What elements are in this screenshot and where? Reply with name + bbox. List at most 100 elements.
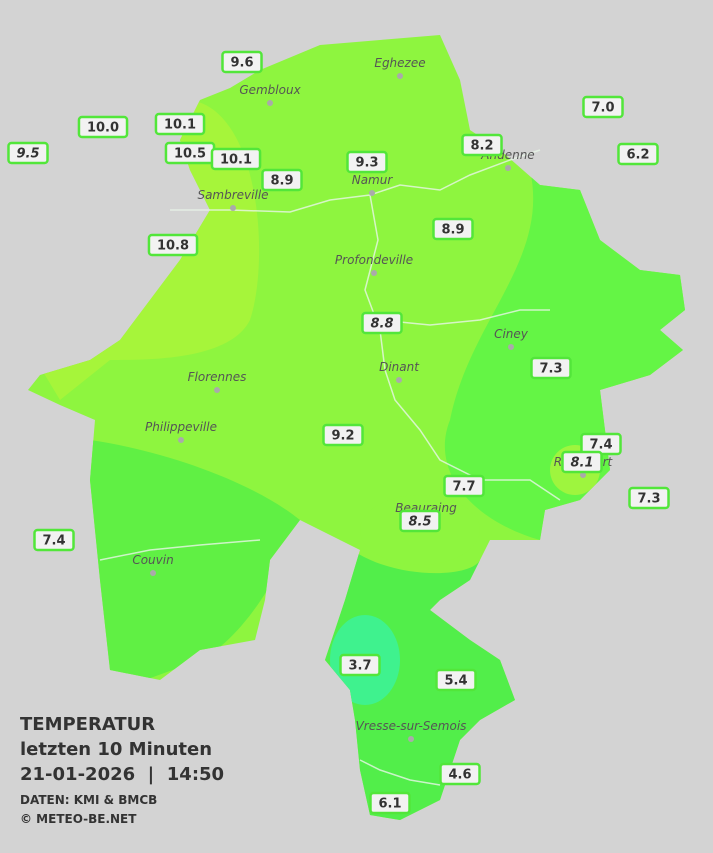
station-box	[154, 112, 206, 136]
city-label: Eghezee	[374, 56, 425, 70]
station-box	[443, 474, 485, 498]
station-value: 7.3	[539, 362, 562, 377]
station-value: 10.0	[87, 121, 119, 136]
heading: TEMPERATUR	[20, 714, 155, 735]
city-dot	[178, 437, 184, 443]
station: 8.1	[561, 450, 603, 474]
station-value: 9.3	[355, 156, 378, 171]
copyright: © METEO-BE.NET	[20, 812, 137, 826]
station-box	[435, 668, 477, 692]
station-value: 8.5	[408, 515, 431, 530]
station-value: 9.5	[16, 147, 39, 162]
station-box	[361, 311, 403, 335]
station: 8.2	[461, 133, 503, 157]
station: 7.3	[628, 486, 670, 510]
station-box	[339, 653, 381, 677]
city-dot	[369, 190, 375, 196]
station-box	[33, 528, 75, 552]
station-box	[530, 356, 572, 380]
station: 3.7	[339, 653, 381, 677]
station: 10.8	[147, 233, 199, 257]
city-dot	[408, 736, 414, 742]
station-value: 10.8	[157, 239, 189, 254]
rivers	[99, 149, 561, 786]
station-value: 7.4	[42, 534, 65, 549]
station-box	[147, 233, 199, 257]
city-label: Gembloux	[239, 83, 301, 97]
station-value: 7.3	[637, 492, 660, 507]
station-value: 6.1	[378, 797, 401, 812]
city-label: Vresse-sur-Semois	[356, 719, 467, 733]
stations: 9.6 10.0 10.1 9.5 10.5 10.1 8.9 9.3 8.2 7.0 6.2 10.…	[7, 50, 670, 815]
city-dot	[371, 270, 377, 276]
city-dot	[505, 165, 511, 171]
station-box	[582, 95, 624, 119]
city-dot	[397, 73, 403, 79]
city-label: Dinant	[379, 360, 420, 374]
station: 9.5	[7, 141, 49, 165]
station: 8.9	[432, 217, 474, 241]
station-value: 9.2	[331, 429, 354, 444]
city-dot	[214, 387, 220, 393]
station-value: 7.0	[591, 101, 614, 116]
station: 7.0	[582, 95, 624, 119]
city-label: Namur	[352, 173, 394, 187]
station: 4.6	[439, 762, 481, 786]
station: 10.1	[210, 147, 262, 171]
station-box	[399, 509, 441, 533]
station-box	[439, 762, 481, 786]
station-value: 10.5	[174, 147, 206, 162]
station: 10.1	[154, 112, 206, 136]
station-value: 8.9	[441, 223, 464, 238]
station: 6.1	[369, 791, 411, 815]
station: 8.9	[261, 168, 303, 192]
source: DATEN: KMI & BMCB	[20, 793, 157, 807]
station-value: 8.8	[370, 317, 393, 332]
station-box	[221, 50, 263, 74]
station-value: 6.2	[626, 148, 649, 163]
legend-block: TEMPERATUR letzten 10 Minuten 21-01-2026…	[20, 714, 224, 826]
station-box	[369, 791, 411, 815]
city-label: Florennes	[188, 370, 247, 384]
station-value: 8.2	[470, 139, 493, 154]
city-dot	[580, 472, 586, 478]
station-box	[7, 141, 49, 165]
city-label: Philippeville	[145, 420, 217, 434]
city-dot	[396, 377, 402, 383]
city-label: Couvin	[132, 553, 173, 567]
station-box	[322, 423, 364, 447]
station: 6.2	[617, 142, 659, 166]
city-dot	[230, 205, 236, 211]
station: 7.4	[33, 528, 75, 552]
period: letzten 10 Minuten	[20, 739, 212, 760]
station-box	[261, 168, 303, 192]
station-value: 5.4	[444, 674, 467, 689]
station: 8.8	[361, 311, 403, 335]
station-value: 8.1	[570, 456, 593, 471]
station: 9.3	[346, 150, 388, 174]
station-box	[628, 486, 670, 510]
station-value: 10.1	[220, 153, 252, 168]
station-value: 7.4	[589, 438, 612, 453]
station: 5.4	[435, 668, 477, 692]
station-value: 9.6	[230, 56, 253, 71]
datetime: 21-01-2026 | 14:50	[20, 764, 224, 785]
station: 8.5	[399, 509, 441, 533]
station: 9.6	[221, 50, 263, 74]
station-value: 10.1	[164, 118, 196, 133]
cities: EghezeeGemblouxAndenneNamurSambrevillePr…	[132, 56, 614, 742]
station-box	[432, 217, 474, 241]
station-box	[617, 142, 659, 166]
city-dot	[150, 570, 156, 576]
station-value: 7.7	[452, 480, 475, 495]
station: 9.2	[322, 423, 364, 447]
station-box	[561, 450, 603, 474]
station-value: 8.9	[270, 174, 293, 189]
station-value: 3.7	[348, 659, 371, 674]
city-dot	[267, 100, 273, 106]
station-value: 4.6	[448, 768, 471, 783]
station-box	[461, 133, 503, 157]
station: 7.3	[530, 356, 572, 380]
